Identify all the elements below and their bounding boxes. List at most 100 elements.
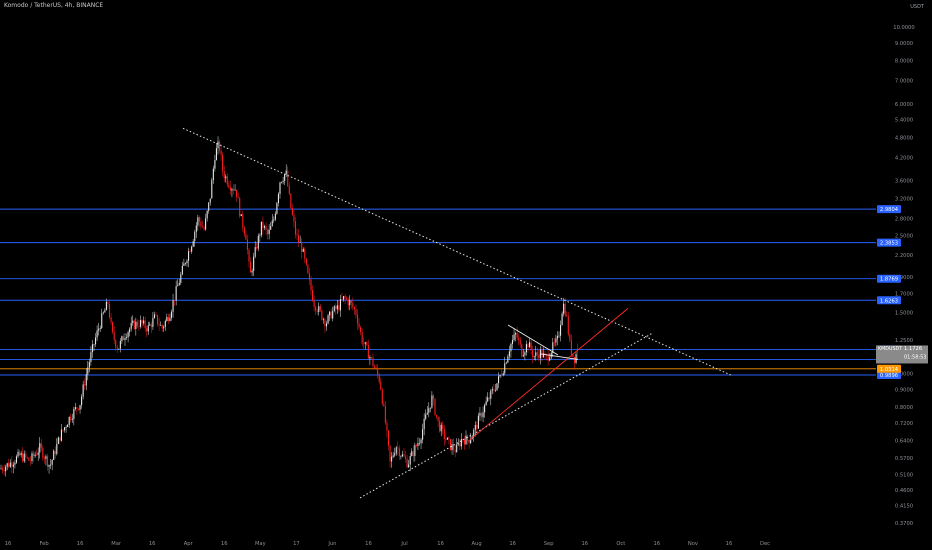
- candle-body: [504, 363, 506, 374]
- candle-body: [501, 374, 503, 376]
- candle-body: [502, 373, 504, 376]
- candle-body: [126, 337, 128, 338]
- candle-body: [518, 337, 520, 341]
- candle-body: [572, 354, 574, 357]
- candle-body: [476, 425, 478, 429]
- candle-body: [515, 333, 517, 335]
- candle-body: [226, 176, 228, 185]
- candle-body: [510, 343, 512, 352]
- trendline-channel[interactable]: [467, 308, 629, 442]
- candle-body: [57, 437, 59, 444]
- candle-body: [1, 468, 4, 471]
- candle-body: [460, 439, 462, 447]
- candle-body: [301, 242, 303, 252]
- candle-body: [19, 451, 21, 456]
- horizontal-levels: [0, 208, 876, 376]
- candlesticks: [0, 136, 579, 477]
- candle-body: [529, 342, 531, 348]
- candle-body: [115, 340, 117, 348]
- candle-body: [34, 454, 36, 457]
- candle-body: [116, 347, 118, 350]
- candle-body: [392, 455, 394, 457]
- candle-body: [459, 443, 461, 447]
- candle-body: [352, 302, 354, 308]
- candle-body: [312, 290, 314, 301]
- candle-body: [158, 324, 160, 326]
- trendline-flag[interactable]: [507, 324, 559, 356]
- candle-body: [290, 193, 292, 208]
- candle-body: [429, 407, 431, 409]
- trendline-support[interactable]: [359, 333, 653, 499]
- candle-body: [395, 447, 397, 454]
- trendline-flag[interactable]: [539, 353, 579, 360]
- candle-body: [567, 315, 569, 335]
- candle-body: [268, 229, 270, 235]
- candle-body: [248, 249, 250, 262]
- current-price-tag: [876, 345, 928, 364]
- candle-body: [575, 354, 577, 363]
- candle-body: [449, 439, 452, 450]
- candle-body: [381, 389, 383, 404]
- y-tick-label: 0.6400: [895, 439, 913, 445]
- level-price-label: 2.9804: [880, 207, 899, 213]
- candle-body: [414, 445, 416, 457]
- candle-body: [422, 429, 424, 440]
- x-tick-label: Aug: [472, 541, 482, 547]
- candle-body: [96, 330, 98, 338]
- candle-body: [349, 300, 351, 306]
- candle-body: [479, 413, 481, 416]
- candle-body: [428, 408, 430, 413]
- level-price-tag: [877, 238, 901, 247]
- candle-body: [350, 300, 352, 303]
- candle-body: [211, 180, 213, 199]
- candle-countdown: 01:58:53: [904, 354, 926, 360]
- x-tick-label: Dec: [760, 541, 770, 547]
- candle-body: [408, 464, 410, 468]
- candle-body: [468, 440, 470, 444]
- candle-body: [558, 335, 560, 337]
- candle-body: [172, 300, 174, 312]
- candle-body: [74, 407, 76, 410]
- candle-body: [132, 320, 134, 323]
- candle-body: [405, 456, 407, 459]
- candle-body: [394, 453, 396, 456]
- chart-title: Komodo / TetherUS, 4h, BINANCE: [4, 2, 104, 9]
- candle-body: [81, 396, 83, 406]
- candle-body: [259, 235, 261, 236]
- candle-body: [209, 198, 211, 203]
- candle-body: [401, 454, 403, 457]
- candle-body: [505, 362, 507, 364]
- trendline-resistance[interactable]: [182, 127, 733, 377]
- candle-body: [353, 307, 355, 310]
- candle-body: [569, 334, 571, 341]
- candle-body: [152, 318, 154, 327]
- candle-body: [17, 451, 19, 457]
- y-tick-label: 0.5100: [895, 473, 913, 479]
- candle-body: [530, 342, 532, 351]
- candle-body: [333, 306, 335, 312]
- candle-body: [532, 350, 534, 357]
- candle-body: [284, 174, 286, 181]
- candle-body: [491, 389, 493, 391]
- candle-body: [386, 422, 388, 431]
- candle-body: [403, 454, 405, 457]
- candle-body: [90, 352, 92, 362]
- candle-body: [494, 389, 496, 391]
- candle-body: [99, 328, 101, 329]
- candle-body: [521, 344, 523, 357]
- candle-body: [361, 332, 363, 344]
- candle-body: [330, 311, 332, 319]
- candle-body: [36, 454, 38, 456]
- candle-body: [552, 342, 554, 353]
- price-tags: 2.98042.38531.87691.62631.17311.09710.98…: [876, 205, 928, 379]
- candle-body: [201, 226, 204, 228]
- candle-body: [487, 397, 489, 402]
- candle-body: [108, 304, 111, 318]
- candle-body: [467, 435, 469, 441]
- y-tick-label: 0.4150: [895, 504, 913, 510]
- candle-body: [389, 445, 391, 462]
- candle-body: [246, 239, 248, 250]
- candle-body: [112, 322, 114, 332]
- candle-body: [484, 405, 486, 413]
